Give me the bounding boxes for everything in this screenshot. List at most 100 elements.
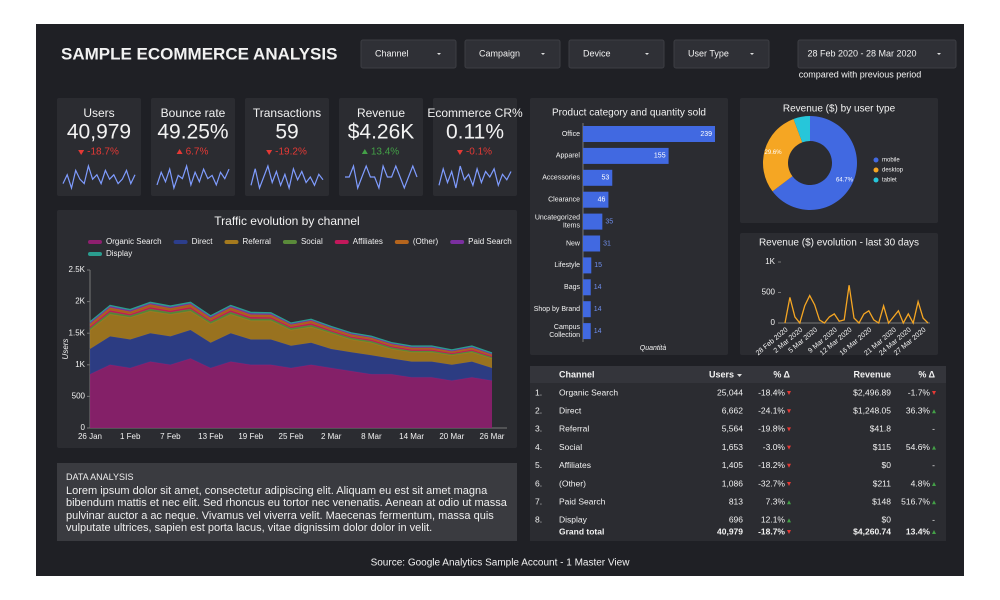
x-tick-label: 8 Mar — [361, 432, 382, 441]
table-cell: $211 — [873, 478, 892, 488]
table-cell: Affiliates — [559, 460, 591, 470]
y-tick-label: 500 — [72, 392, 86, 401]
area — [90, 358, 492, 428]
chart-title: Traffic evolution by channel — [214, 214, 359, 228]
legend-label: Social — [301, 237, 323, 246]
table-card — [530, 366, 946, 541]
row-index: 1. — [535, 387, 542, 397]
table-cell: -19.8% — [758, 424, 785, 434]
table-header: % Δ — [918, 369, 935, 379]
delta-arrow — [787, 391, 791, 395]
table-cell: Direct — [559, 405, 582, 415]
delta-arrow — [361, 149, 368, 154]
filter-box[interactable] — [673, 39, 770, 69]
table-cell: $41.8 — [870, 424, 892, 434]
x-tick-label: 13 Feb — [198, 432, 223, 441]
table-cell: -32.7% — [758, 478, 785, 488]
category-label: Office — [562, 131, 580, 138]
table-cell: - — [932, 460, 935, 470]
legend-swatch — [282, 240, 297, 244]
category-label: Lifestyle — [554, 262, 580, 269]
delta-arrow — [787, 427, 791, 432]
category-label: Accessories — [542, 175, 580, 182]
table-cell: - — [932, 424, 935, 434]
delta-arrow — [932, 445, 936, 450]
table-cell: $1,248.05 — [853, 405, 891, 415]
legend-swatch — [394, 240, 409, 244]
bar — [583, 257, 592, 274]
scorecard-value: 49.25% — [157, 121, 228, 144]
row-index: 3. — [535, 424, 542, 434]
legend-swatch — [88, 252, 102, 256]
category-label: Bags — [564, 284, 580, 291]
delta-arrow — [932, 391, 936, 395]
chart-title: Product category and quantity sold — [552, 108, 706, 119]
scorecard-label: Bounce rate — [161, 106, 226, 120]
area — [90, 311, 492, 368]
scorecard-label: Transactions — [253, 106, 321, 120]
bar-value: 46 — [598, 197, 606, 204]
sparkline — [345, 163, 418, 191]
x-tick-label: 25 Feb — [279, 432, 304, 441]
category-label: Uncategorized Items — [535, 214, 581, 229]
x-tick-label: 2 Mar — [321, 432, 342, 441]
x-tick-label: 26 Mar — [480, 432, 505, 441]
scorecard — [57, 98, 141, 196]
comparison: compared with previous period — [799, 69, 922, 79]
category-label: Apparel — [556, 153, 581, 160]
row-index: 5. — [535, 460, 542, 470]
row-index: 6. — [535, 478, 542, 488]
scorecard-delta: 6.7% — [186, 147, 209, 158]
table-cell: 25,044 — [717, 387, 743, 397]
dropdown-arrow — [750, 53, 754, 55]
bar — [583, 301, 591, 318]
delta-arrow — [787, 445, 791, 450]
legend-swatch — [88, 240, 102, 244]
legend-swatch — [334, 240, 349, 244]
filter-box[interactable] — [360, 39, 457, 69]
bar-value: 155 — [654, 153, 666, 160]
scorecard-label: Users — [83, 106, 114, 120]
bar-value: 35 — [605, 218, 613, 225]
category-label: New — [566, 240, 581, 247]
delta-arrow — [266, 150, 273, 155]
x-axis-label: Quantità — [640, 345, 667, 352]
y-tick-label: 0 — [771, 318, 776, 327]
date-box[interactable] — [797, 39, 957, 69]
chart-title: Revenue ($) evolution - last 30 days — [759, 238, 919, 249]
scorecard — [151, 98, 235, 196]
table-header: % Δ — [773, 369, 790, 379]
legend-swatch — [873, 157, 879, 163]
delta-arrow — [787, 500, 791, 505]
table-cell: 1,653 — [722, 442, 744, 452]
delta-arrow — [787, 518, 791, 523]
x-tick-label: 26 Jan — [78, 432, 102, 441]
filter-label: User Type — [688, 48, 729, 58]
sparkline — [156, 163, 230, 191]
y-tick-label: 2.5K — [69, 265, 86, 274]
legend-swatch — [224, 240, 239, 244]
table-header: Revenue — [853, 369, 891, 379]
delta-arrow — [932, 500, 936, 505]
table-cell: 13.4% — [906, 526, 931, 536]
x-tick-label: 1 Feb — [120, 432, 141, 441]
analysis-title: DATA ANALYSIS — [66, 472, 134, 482]
table-cell: Organic Search — [559, 387, 618, 397]
bar-value: 14 — [594, 306, 602, 313]
card — [740, 233, 938, 355]
filter-box[interactable] — [568, 39, 665, 69]
delta-arrow — [176, 149, 183, 154]
scorecard-value: $4.26K — [348, 121, 415, 144]
legend-label: mobile — [882, 158, 900, 164]
analysis-card — [57, 463, 517, 541]
legend-label: Paid Search — [468, 237, 512, 246]
scorecard-delta: -19.2% — [275, 147, 307, 158]
bar — [583, 279, 591, 296]
filter-label: Device — [583, 48, 611, 58]
table-cell: (Other) — [559, 478, 586, 488]
filter-box[interactable] — [464, 39, 561, 69]
table-cell: $0 — [882, 460, 892, 470]
row-index: 7. — [535, 496, 542, 506]
legend-label: Direct — [192, 237, 214, 246]
